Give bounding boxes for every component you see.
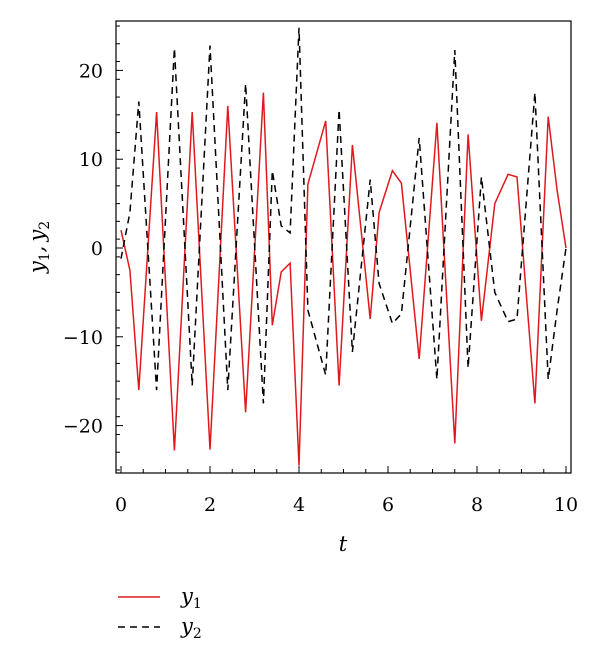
legend-label-y1-sub: 1 [193,596,202,612]
y-axis-label-var1: y [25,260,49,274]
y-tick-label: 0 [91,238,103,260]
y-tick-label: 20 [79,60,103,82]
legend-label-y1: y1 [180,584,202,612]
y-axis-label-sub2: 2 [37,221,53,230]
x-tick-label: 2 [204,494,216,516]
y-tick-label: −20 [63,416,103,438]
axis-ticks: 0 2 4 6 8 10 20 10 0 −10 −20 [63,25,578,516]
y-tick-label: 10 [79,149,103,171]
x-tick-label: 10 [554,494,578,516]
legend: y1 y2 [118,584,202,642]
y-tick-label: −10 [63,327,103,349]
x-tick-label: 6 [382,494,394,516]
series-line-y2 [120,27,567,404]
legend-label-y2: y2 [180,614,202,642]
y-axis-label-sep: , [25,246,49,253]
x-tick-label: 0 [115,494,127,516]
legend-label-y1-var: y [180,584,194,608]
x-tick-label: 8 [471,494,483,516]
x-tick-label: 4 [293,494,305,516]
y-axis-label-sub1: 1 [37,252,53,261]
legend-label-y2-var: y [180,614,194,638]
series-layer [120,27,567,466]
legend-label-y2-sub: 2 [193,626,202,642]
x-axis-label: t [339,532,348,556]
y-axis-label: y1,y2 [25,221,53,274]
y-axis-label-var2: y [25,229,49,243]
series-line-y1 [120,92,567,466]
